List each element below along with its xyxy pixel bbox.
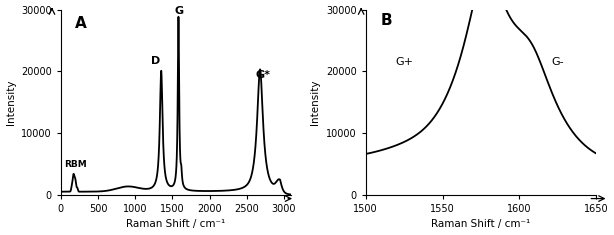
Text: B: B: [381, 13, 393, 28]
X-axis label: Raman Shift / cm⁻¹: Raman Shift / cm⁻¹: [431, 219, 530, 229]
Text: A: A: [75, 16, 87, 31]
Text: G+: G+: [395, 57, 413, 67]
X-axis label: Raman Shift / cm⁻¹: Raman Shift / cm⁻¹: [126, 219, 226, 229]
Text: D: D: [152, 56, 161, 66]
Text: RBM: RBM: [64, 160, 87, 169]
Y-axis label: Intensity: Intensity: [311, 79, 321, 125]
Text: G*: G*: [255, 70, 271, 79]
Text: G: G: [174, 7, 184, 16]
Text: G-: G-: [551, 57, 564, 67]
Y-axis label: Intensity: Intensity: [6, 79, 15, 125]
